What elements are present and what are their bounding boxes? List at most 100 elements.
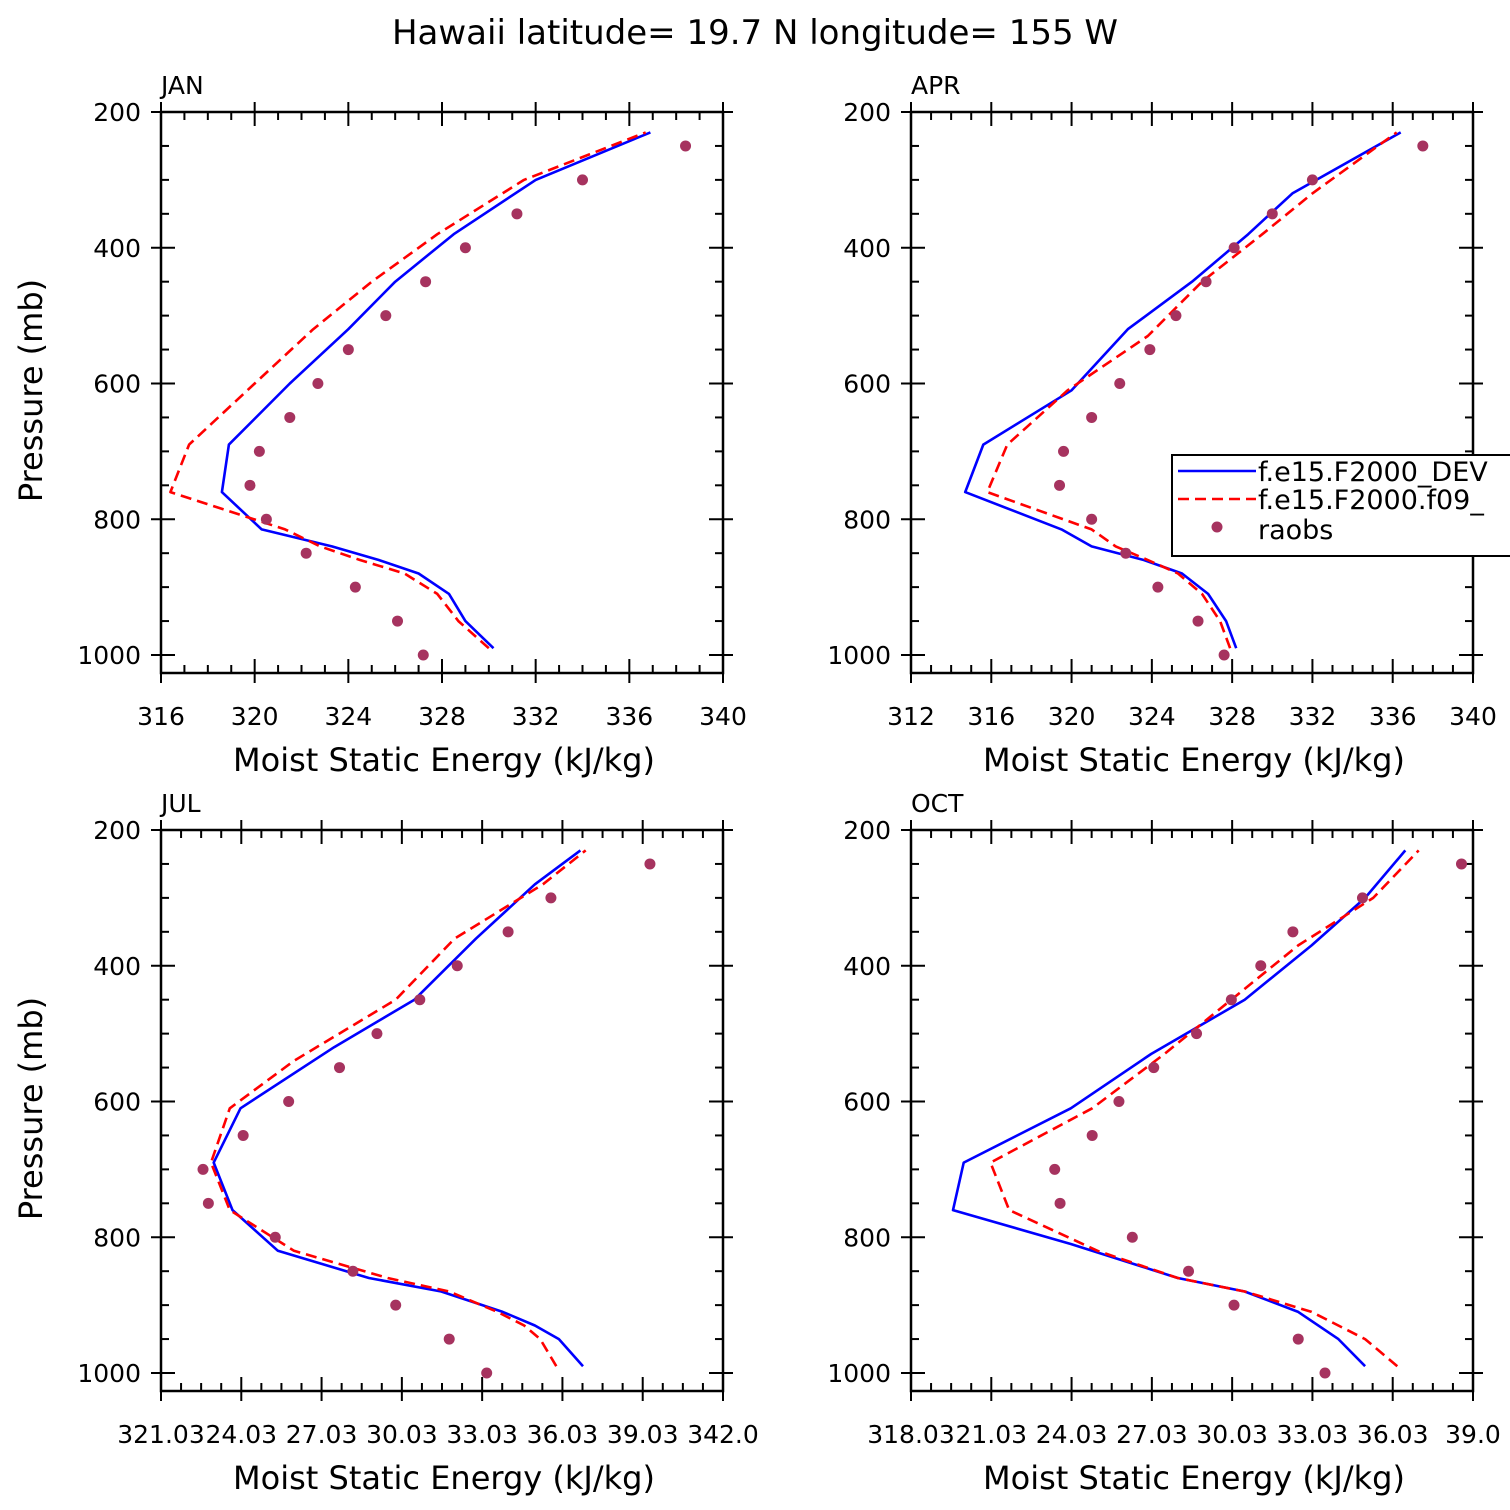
raobs-point <box>390 1299 402 1311</box>
plot-frame <box>909 110 1475 675</box>
raobs-point <box>1086 1129 1098 1141</box>
x-tick-label: 27.03 <box>286 1420 358 1449</box>
raobs-point <box>269 1231 281 1243</box>
raobs-point <box>1049 1163 1061 1175</box>
x-tick-label: 320 <box>231 702 279 731</box>
raobs-point <box>414 994 426 1006</box>
y-tick-label: 600 <box>93 1088 141 1117</box>
x-tick-label: 30.03 <box>366 1420 438 1449</box>
raobs-point <box>1287 926 1299 938</box>
raobs-point <box>380 310 392 322</box>
y-tick-label: 200 <box>93 98 141 127</box>
raobs-point <box>1192 615 1204 627</box>
series-line-dev <box>220 131 651 650</box>
x-tick-label: 33.03 <box>1277 1420 1349 1449</box>
x-tick-label: 24.03 <box>1036 1420 1108 1449</box>
raobs-point <box>1191 1028 1203 1040</box>
y-tick-label: 200 <box>843 98 891 127</box>
raobs-point <box>1306 174 1318 186</box>
raobs-point <box>1058 445 1070 457</box>
x-axis-label: Moist Static Energy (kJ/kg) <box>233 1459 655 1497</box>
series-line-dev <box>951 849 1407 1368</box>
raobs-point <box>1417 140 1429 152</box>
raobs-point <box>1183 1265 1195 1277</box>
raobs-point <box>197 1163 209 1175</box>
x-tick-label: 36.03 <box>1357 1420 1429 1449</box>
raobs-point <box>349 581 361 593</box>
plot-area <box>951 849 1467 1379</box>
x-tick-label: 318.03 <box>867 1420 954 1449</box>
raobs-point <box>260 513 272 525</box>
y-tick-label: 1000 <box>827 1359 891 1388</box>
x-tick-label: 324 <box>324 702 372 731</box>
raobs-point <box>244 479 256 491</box>
y-tick-label: 600 <box>93 370 141 399</box>
raobs-point <box>481 1367 493 1379</box>
raobs-point <box>443 1333 455 1345</box>
y-tick-label: 400 <box>93 952 141 981</box>
raobs-point <box>1126 1231 1138 1243</box>
y-tick-label: 1000 <box>827 641 891 670</box>
raobs-point <box>1114 378 1126 389</box>
x-tick-label: 340 <box>1449 702 1497 731</box>
series-line-f09 <box>209 849 587 1367</box>
raobs-point <box>334 1062 346 1074</box>
series-line-dev <box>963 131 1402 649</box>
x-axis-label: Moist Static Energy (kJ/kg) <box>233 741 655 779</box>
x-tick-label: 33.03 <box>446 1420 518 1449</box>
y-axis-label: Pressure (mb) <box>12 279 50 502</box>
x-tick-label: 342.0 <box>687 1420 759 1449</box>
raobs-point <box>284 411 296 423</box>
raobs-point <box>1144 344 1156 356</box>
plot-area <box>963 131 1429 661</box>
y-tick-label: 400 <box>843 234 891 263</box>
ticks <box>901 102 1483 683</box>
plot-area <box>169 131 692 661</box>
x-axis-label: Moist Static Energy (kJ/kg) <box>983 1459 1405 1497</box>
series-line-f09 <box>169 131 647 650</box>
raobs-point <box>1319 1367 1331 1379</box>
y-tick-label: 1000 <box>77 641 141 670</box>
y-tick-label: 200 <box>843 816 891 845</box>
raobs-point <box>1225 994 1237 1006</box>
x-tick-label: 316 <box>967 702 1015 731</box>
series-line-f09 <box>989 849 1420 1368</box>
y-tick-label: 800 <box>93 1223 141 1252</box>
y-tick-label: 600 <box>843 370 891 399</box>
raobs-point <box>300 547 312 559</box>
x-tick-label: 36.03 <box>527 1420 599 1449</box>
series-line-dev <box>212 849 584 1368</box>
raobs-point <box>1148 1062 1160 1074</box>
y-tick-label: 800 <box>93 505 141 534</box>
y-tick-label: 1000 <box>77 1359 141 1388</box>
raobs-point <box>577 174 588 186</box>
x-tick-label: 340 <box>699 702 747 731</box>
x-tick-label: 332 <box>1289 702 1337 731</box>
panels: JAN 200 400 600 800 1000 316 320 324 328 332 336 340… <box>12 71 1501 1497</box>
raobs-point <box>1292 1333 1304 1345</box>
x-axis-label: Moist Static Energy (kJ/kg) <box>983 741 1405 779</box>
plot-frame <box>159 828 725 1393</box>
plot-area <box>197 849 656 1379</box>
raobs-point <box>644 858 656 870</box>
panel-label: OCT <box>911 789 964 818</box>
legend-swatch-raobs <box>1211 521 1223 533</box>
x-tick-label: 39.03 <box>607 1420 679 1449</box>
ticks <box>901 820 1483 1401</box>
y-axis-label: Pressure (mb) <box>12 997 50 1220</box>
panel-label: JUL <box>159 789 201 818</box>
raobs-point <box>1152 581 1164 593</box>
raobs-point <box>253 445 265 457</box>
series-line-f09 <box>985 131 1398 649</box>
raobs-point <box>1086 513 1098 525</box>
raobs-point <box>420 276 432 288</box>
x-tick-label: 328 <box>418 702 466 731</box>
x-tick-label: 332 <box>512 702 560 731</box>
y-tick-label: 200 <box>93 816 141 845</box>
x-tick-label: 24.03 <box>205 1420 277 1449</box>
raobs-point <box>451 960 463 972</box>
raobs-point <box>237 1129 249 1141</box>
raobs-point <box>1255 960 1267 972</box>
raobs-point <box>1120 547 1132 559</box>
raobs-point <box>680 140 692 152</box>
